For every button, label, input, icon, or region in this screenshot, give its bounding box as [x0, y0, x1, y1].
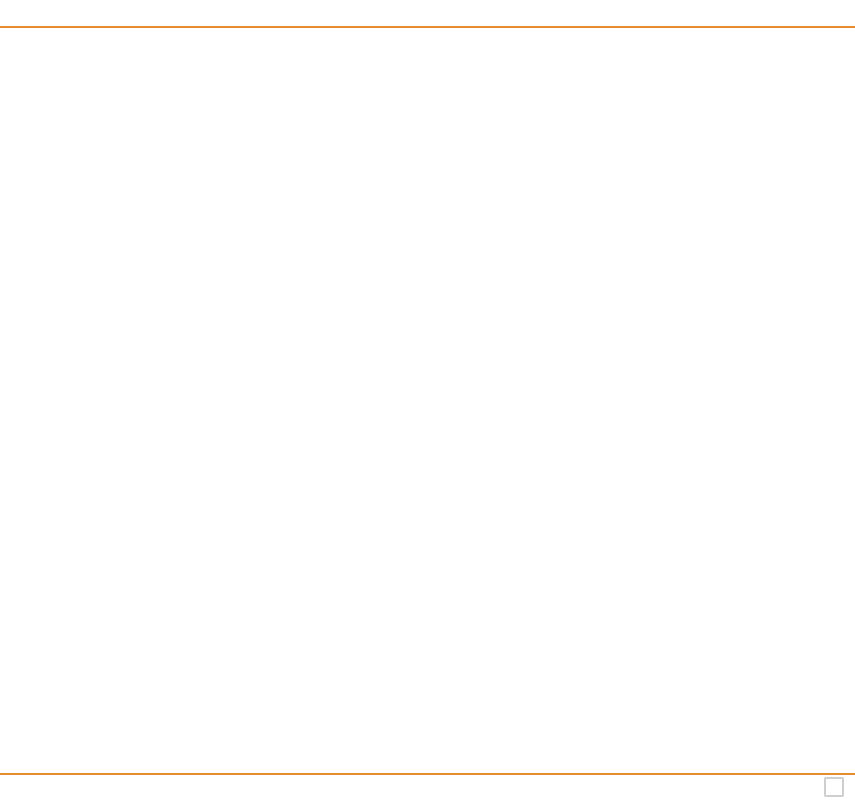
title-divider	[0, 26, 855, 28]
footer-divider	[0, 773, 855, 775]
watermark-logo	[824, 777, 847, 799]
zz500-chart	[0, 400, 855, 750]
logo-icon	[824, 777, 844, 797]
hs300-chart	[0, 28, 855, 428]
